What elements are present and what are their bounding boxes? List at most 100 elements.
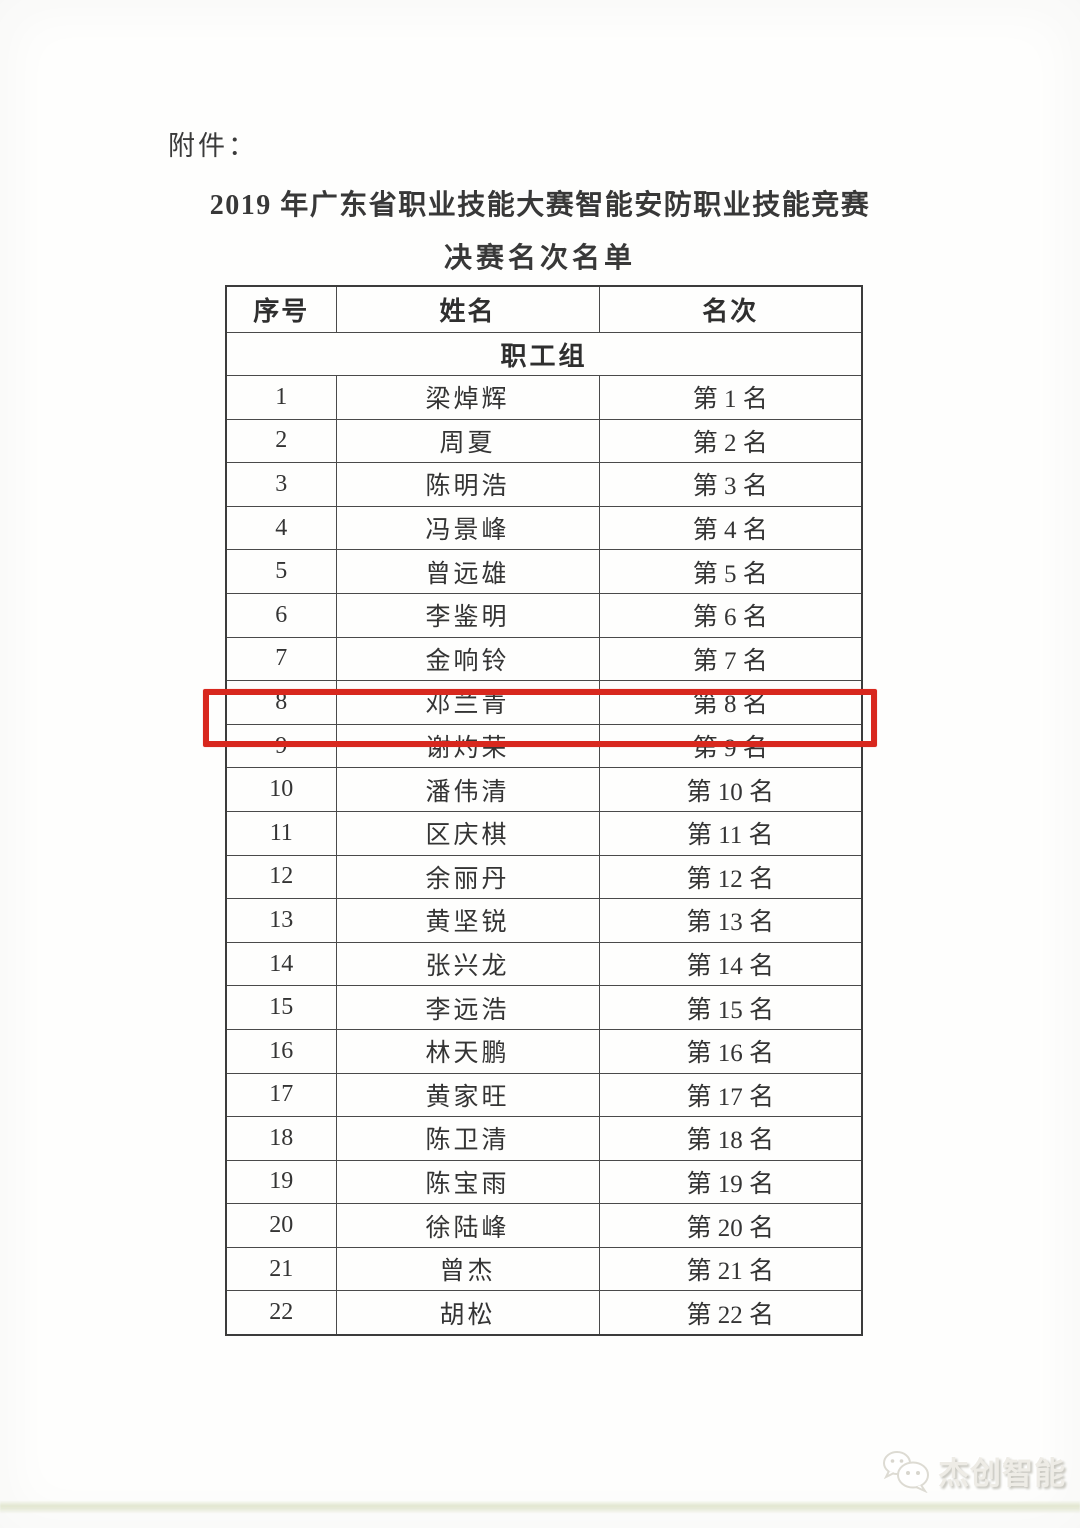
row-number: 9 (225, 723, 337, 769)
table-row: 20 徐陆峰 第 20 名 (225, 1203, 863, 1248)
contestant-name: 林天鹏 (335, 1028, 600, 1074)
table-row: 1 梁焯辉 第 1 名 (225, 375, 863, 420)
attachment-label: 附件： (168, 131, 258, 161)
contestant-rank: 第 13 名 (598, 898, 863, 943)
contestant-rank: 第 9 名 (598, 723, 863, 769)
row-number: 14 (225, 941, 337, 987)
contestant-name: 曾杰 (335, 1246, 600, 1292)
document-title-line1: 2019 年广东省职业技能大赛智能安防职业技能竞赛 (209, 190, 871, 221)
table-row: 10 潘伟清 第 10 名 (225, 767, 863, 812)
contestant-name: 谢灼荣 (335, 723, 600, 769)
contestant-name: 黄家旺 (335, 1072, 600, 1118)
contestant-rank: 第 17 名 (598, 1072, 863, 1118)
contestant-name: 李远浩 (335, 985, 600, 1030)
row-number: 11 (225, 810, 337, 856)
table-row: 5 曾远雄 第 5 名 (225, 549, 863, 594)
table-row: 2 周夏 第 2 名 (225, 418, 863, 464)
row-number: 19 (225, 1159, 337, 1205)
row-number: 21 (225, 1246, 337, 1292)
group-header: 职工组 (225, 332, 863, 376)
row-number: 3 (225, 462, 337, 507)
watermark-text: 杰创智能 (938, 1456, 1066, 1491)
contestant-rank: 第 5 名 (598, 549, 863, 594)
table-row-highlighted: 8 邓兰青 第 8 名 (225, 680, 863, 725)
contestant-name: 徐陆峰 (335, 1203, 600, 1248)
contestant-name: 区庆棋 (335, 810, 600, 856)
contestant-rank: 第 18 名 (598, 1116, 863, 1161)
row-number: 4 (225, 505, 337, 551)
row-number: 20 (225, 1203, 337, 1248)
contestant-rank: 第 15 名 (598, 985, 863, 1030)
table-row: 19 陈宝雨 第 19 名 (225, 1159, 863, 1205)
table-row: 7 金响铃 第 7 名 (225, 636, 863, 682)
contestant-rank: 第 7 名 (598, 636, 863, 682)
contestant-rank: 第 21 名 (598, 1246, 863, 1292)
document-title-line2: 决赛名次名单 (443, 243, 636, 274)
contestant-name: 潘伟清 (335, 767, 600, 812)
contestant-name: 梁焯辉 (335, 375, 600, 420)
table-row: 15 李远浩 第 15 名 (225, 985, 863, 1030)
table-row: 18 陈卫清 第 18 名 (225, 1116, 863, 1161)
table-row: 16 林天鹏 第 16 名 (225, 1028, 863, 1074)
contestant-rank: 第 3 名 (598, 462, 863, 507)
results-table: 序号 姓名 名次 职工组 1 梁焯辉 第 1 名 2 周夏 第 2 名 3 陈明… (225, 285, 863, 1337)
column-header-number: 序号 (225, 285, 337, 333)
table-row: 11 区庆棋 第 11 名 (225, 810, 863, 856)
contestant-name: 张兴龙 (335, 941, 600, 987)
contestant-name: 陈明浩 (335, 462, 600, 507)
row-number: 6 (225, 592, 337, 638)
contestant-name: 黄坚锐 (335, 898, 600, 943)
column-header-rank: 名次 (598, 285, 863, 333)
row-number: 5 (225, 549, 337, 594)
row-number: 8 (225, 680, 337, 725)
row-number: 10 (225, 767, 337, 812)
contestant-name: 曾远雄 (335, 549, 600, 594)
contestant-name: 余丽丹 (335, 854, 600, 900)
contestant-rank: 第 10 名 (598, 767, 863, 812)
contestant-rank: 第 4 名 (598, 505, 863, 551)
wechat-icon (880, 1449, 932, 1493)
contestant-rank: 第 14 名 (598, 941, 863, 987)
contestant-rank: 第 11 名 (598, 810, 863, 856)
table-row: 22 胡松 第 22 名 (225, 1290, 863, 1336)
contestant-name: 李鉴明 (335, 592, 600, 638)
table-row: 12 余丽丹 第 12 名 (225, 854, 863, 900)
contestant-name: 金响铃 (335, 636, 600, 682)
contestant-name: 周夏 (335, 418, 600, 464)
contestant-rank: 第 16 名 (598, 1028, 863, 1074)
contestant-name: 邓兰青 (335, 680, 600, 725)
contestant-rank: 第 8 名 (598, 680, 863, 725)
table-row: 17 黄家旺 第 17 名 (225, 1072, 863, 1118)
contestant-rank: 第 22 名 (598, 1290, 863, 1336)
row-number: 16 (225, 1028, 337, 1074)
contestant-rank: 第 19 名 (598, 1159, 863, 1205)
table-row: 3 陈明浩 第 3 名 (225, 462, 863, 507)
watermark: 杰创智能 (880, 1448, 1066, 1493)
table-row: 9 谢灼荣 第 9 名 (225, 723, 863, 769)
row-number: 7 (225, 636, 337, 682)
table-row: 14 张兴龙 第 14 名 (225, 941, 863, 987)
contestant-rank: 第 6 名 (598, 592, 863, 638)
contestant-name: 冯景峰 (335, 505, 600, 551)
contestant-name: 陈宝雨 (335, 1159, 600, 1205)
page-bottom-shadow (0, 1501, 1080, 1513)
row-number: 12 (225, 854, 337, 900)
row-number: 13 (225, 898, 337, 943)
row-number: 15 (225, 985, 337, 1030)
row-number: 22 (225, 1290, 337, 1336)
contestant-rank: 第 12 名 (598, 854, 863, 900)
table-row: 21 曾杰 第 21 名 (225, 1246, 863, 1292)
table-row: 6 李鉴明 第 6 名 (225, 592, 863, 638)
table-row: 4 冯景峰 第 4 名 (225, 505, 863, 551)
row-number: 1 (225, 375, 337, 420)
contestant-name: 胡松 (335, 1290, 600, 1336)
contestant-rank: 第 2 名 (598, 418, 863, 464)
row-number: 17 (225, 1072, 337, 1118)
row-number: 2 (225, 418, 337, 464)
results-table-body: 1 梁焯辉 第 1 名 2 周夏 第 2 名 3 陈明浩 第 3 名 4 冯景峰… (225, 375, 863, 1336)
contestant-name: 陈卫清 (335, 1116, 600, 1161)
row-number: 18 (225, 1116, 337, 1161)
table-row: 13 黄坚锐 第 13 名 (225, 898, 863, 943)
column-header-name: 姓名 (335, 285, 600, 333)
